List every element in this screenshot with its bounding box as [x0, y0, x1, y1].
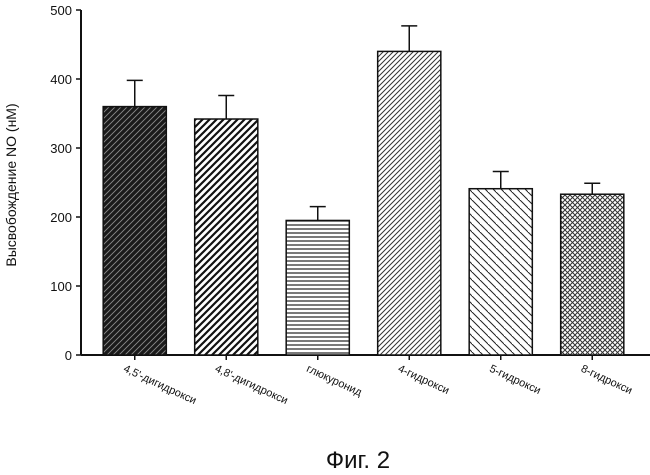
plot-area: 0 100 200 300 400 500 4,5'-дигидрокси 4,8'-диги…: [50, 3, 650, 407]
x-tick-label: 5-гидрокси: [487, 363, 542, 397]
y-tick-label: 500: [50, 3, 72, 18]
x-tick-label: 8-гидрокси: [579, 363, 634, 397]
y-tick-label: 0: [65, 348, 72, 363]
x-tick-label: глюкуронид: [304, 363, 364, 399]
x-tick-label: 4-гидрокси: [396, 363, 451, 397]
y-tick-label: 200: [50, 210, 72, 225]
figure-caption: Фиг. 2: [326, 447, 390, 474]
y-tick-label: 400: [50, 72, 72, 87]
bar: [468, 187, 534, 356]
x-tick-label: 4,8'-дигидрокси: [213, 363, 290, 407]
y-tick-label: 100: [50, 279, 72, 294]
bar: [102, 105, 168, 356]
bar: [559, 193, 625, 356]
bar: [193, 118, 259, 356]
y-tick-label: 300: [50, 141, 72, 156]
x-tick-label: 4,5'-дигидрокси: [121, 363, 198, 407]
y-axis-label: Высвобождение NO (нМ): [3, 103, 19, 266]
bar: [285, 219, 351, 356]
bar: [376, 50, 442, 356]
